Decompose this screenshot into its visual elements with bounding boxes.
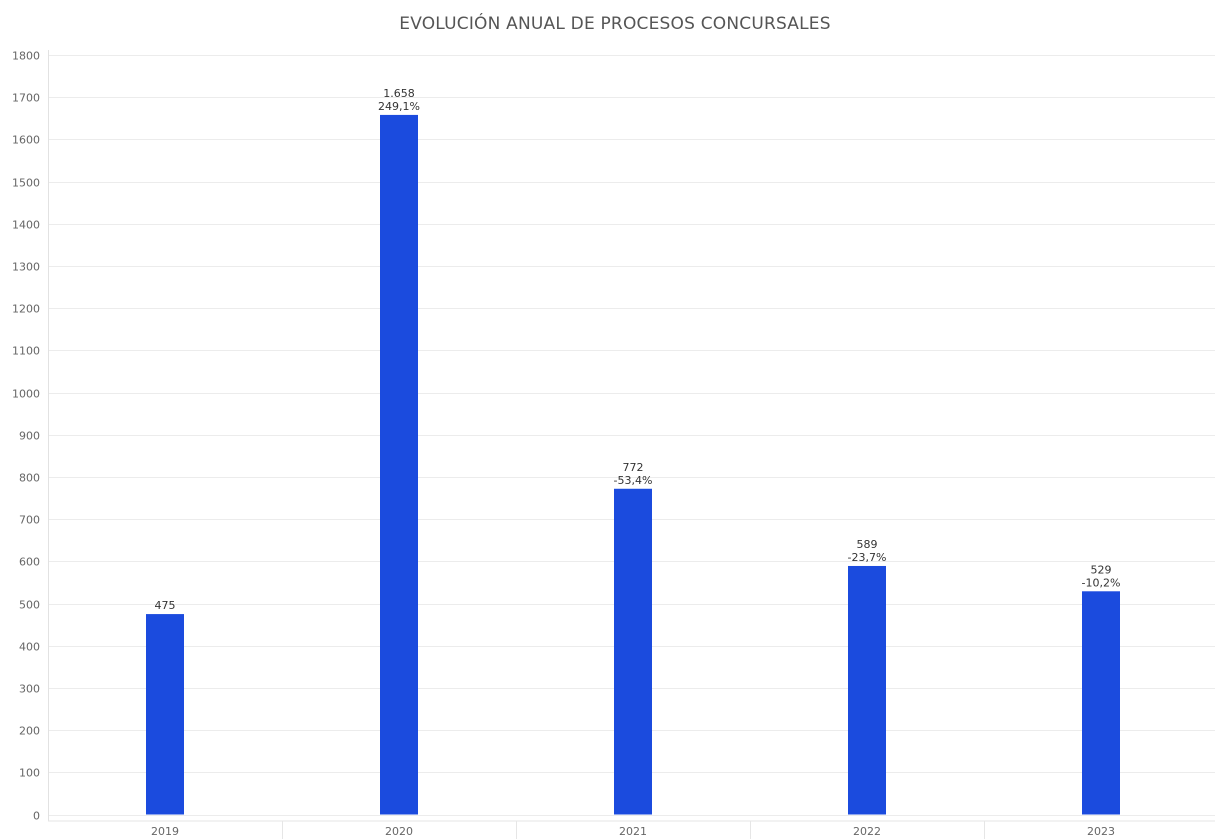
change-label: 249,1% [378, 100, 420, 113]
value-label: 475 [155, 599, 176, 612]
y-tick-label: 1800 [12, 50, 40, 63]
change-label: -23,7% [848, 551, 887, 564]
y-tick-label: 800 [19, 472, 40, 485]
change-label: -53,4% [614, 474, 653, 487]
y-tick-label: 700 [19, 514, 40, 527]
y-tick-label: 1300 [12, 261, 40, 274]
y-tick-label: 600 [19, 556, 40, 569]
x-tick-label: 2019 [151, 825, 179, 838]
x-tick-label: 2022 [853, 825, 881, 838]
y-tick-label: 400 [19, 641, 40, 654]
y-tick-label: 900 [19, 430, 40, 443]
change-label: -10,2% [1082, 576, 1121, 589]
bars [146, 114, 1120, 815]
value-label: 529 [1091, 563, 1112, 576]
bar-2023 [1082, 591, 1120, 815]
y-tick-label: 1400 [12, 219, 40, 232]
value-label: 589 [857, 538, 878, 551]
value-label: 772 [623, 461, 644, 474]
x-axis: 2019 2020 2021 2022 2023 [48, 820, 1215, 839]
bar-2020 [380, 114, 418, 815]
y-tick-label: 1500 [12, 177, 40, 190]
chart-title: EVOLUCIÓN ANUAL DE PROCESOS CONCURSALES [399, 14, 831, 34]
y-tick-label: 1000 [12, 388, 40, 401]
y-tick-label: 1700 [12, 92, 40, 105]
bar-2021 [614, 488, 652, 815]
y-axis: 0 100 200 300 400 500 600 700 800 900 1000 1100 1200… [12, 50, 49, 823]
x-tick-label: 2023 [1087, 825, 1115, 838]
y-tick-label: 300 [19, 683, 40, 696]
x-tick-label: 2021 [619, 825, 647, 838]
value-label: 1.658 [383, 87, 415, 100]
y-tick-label: 0 [33, 810, 40, 823]
bar-2019 [146, 614, 184, 815]
y-tick-label: 1600 [12, 134, 40, 147]
y-tick-label: 500 [19, 599, 40, 612]
bar-2022 [848, 565, 886, 815]
y-tick-label: 100 [19, 767, 40, 780]
x-tick-label: 2020 [385, 825, 413, 838]
y-tick-label: 1100 [12, 345, 40, 358]
y-tick-label: 1200 [12, 303, 40, 316]
y-tick-label: 200 [19, 725, 40, 738]
